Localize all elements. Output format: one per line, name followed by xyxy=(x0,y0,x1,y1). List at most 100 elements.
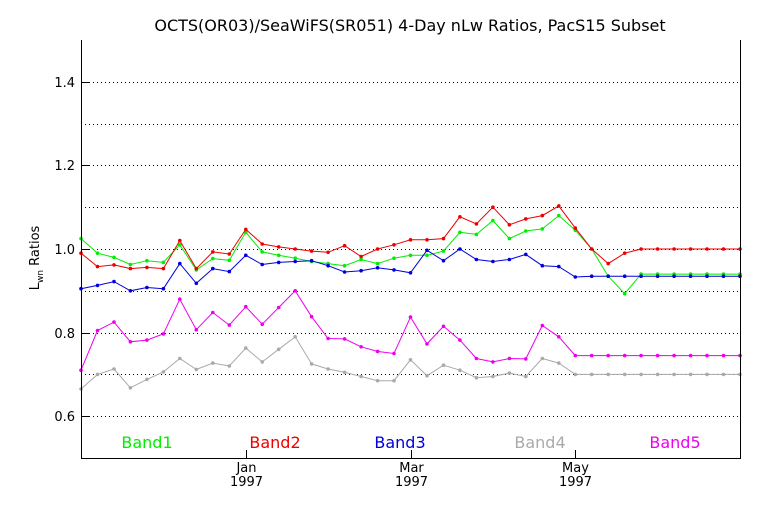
data-point-band2 xyxy=(573,226,578,230)
data-point-band5 xyxy=(276,305,281,310)
x-tick-label: May xyxy=(562,461,589,476)
data-point-band3 xyxy=(293,259,298,264)
data-point-band2 xyxy=(244,227,248,232)
x-tick-label: Jan xyxy=(235,461,256,476)
data-point-band5 xyxy=(112,320,116,324)
data-point-band1 xyxy=(145,258,149,263)
data-point-band5 xyxy=(161,332,166,336)
data-point-band4 xyxy=(573,372,578,377)
data-point-band1 xyxy=(161,260,166,265)
data-point-band5 xyxy=(227,323,232,327)
data-point-band5 xyxy=(392,351,396,356)
data-point-band4 xyxy=(260,360,265,364)
data-point-band1 xyxy=(491,218,495,223)
data-point-band2 xyxy=(326,250,330,255)
data-point-band2 xyxy=(293,247,298,251)
data-point-band2 xyxy=(688,247,693,251)
data-point-band2 xyxy=(260,242,265,246)
data-point-band1 xyxy=(359,257,363,262)
data-point-band5 xyxy=(309,314,314,319)
data-point-band2 xyxy=(178,238,182,243)
data-point-band2 xyxy=(524,217,528,221)
data-point-band2 xyxy=(309,249,314,253)
data-point-band3 xyxy=(408,271,413,275)
data-point-band4 xyxy=(639,372,643,377)
data-point-band4 xyxy=(161,370,166,374)
data-point-band2 xyxy=(622,251,627,255)
data-point-band4 xyxy=(194,367,199,372)
data-point-band4 xyxy=(491,374,495,379)
y-tick-label: 1.2 xyxy=(54,159,75,174)
data-point-band4 xyxy=(309,362,314,366)
y-axis-label-sub: wn xyxy=(36,270,46,283)
data-point-band4 xyxy=(425,373,429,378)
data-point-band5 xyxy=(145,338,149,342)
data-point-band2 xyxy=(145,265,149,270)
data-point-band2 xyxy=(194,266,199,271)
series-line-band4 xyxy=(80,336,740,390)
legend-entry-band4: Band4 xyxy=(514,433,565,452)
data-point-band5 xyxy=(95,328,100,333)
data-point-band4 xyxy=(95,372,100,377)
data-point-band2 xyxy=(474,222,479,226)
data-point-band3 xyxy=(194,281,199,286)
data-point-band3 xyxy=(573,275,578,279)
data-point-band5 xyxy=(639,353,643,358)
data-point-band4 xyxy=(326,367,330,371)
data-point-band3 xyxy=(95,283,100,288)
y-axis-label: Lwn Ratios xyxy=(28,225,46,290)
data-point-band1 xyxy=(474,232,479,237)
data-point-band1 xyxy=(227,258,232,263)
data-point-band3 xyxy=(672,274,676,279)
data-point-band3 xyxy=(227,269,232,274)
data-point-band3 xyxy=(639,274,643,279)
data-point-band4 xyxy=(375,378,380,383)
data-point-band2 xyxy=(705,247,709,251)
data-point-band5 xyxy=(342,337,347,341)
data-point-band1 xyxy=(260,250,265,254)
data-point-band1 xyxy=(507,236,512,241)
data-point-band4 xyxy=(606,372,610,377)
data-point-band5 xyxy=(573,353,578,358)
data-point-band2 xyxy=(342,243,347,248)
data-point-band5 xyxy=(128,340,133,344)
x-tick-year-label: 1997 xyxy=(230,475,263,490)
series-layer xyxy=(79,204,742,391)
data-point-band5 xyxy=(375,349,380,354)
data-point-band4 xyxy=(474,375,479,380)
data-point-band2 xyxy=(375,247,380,251)
data-point-band4 xyxy=(655,372,660,377)
data-point-band2 xyxy=(606,261,610,266)
data-point-band2 xyxy=(655,247,660,251)
data-point-band3 xyxy=(309,258,314,263)
data-point-band4 xyxy=(622,372,627,377)
data-point-band3 xyxy=(655,274,660,279)
data-point-band1 xyxy=(408,253,413,258)
data-point-band2 xyxy=(507,223,512,227)
data-point-band2 xyxy=(721,247,726,251)
data-point-band5 xyxy=(507,356,512,361)
data-point-band4 xyxy=(507,371,512,375)
data-point-band2 xyxy=(425,238,429,242)
data-point-band1 xyxy=(178,243,182,247)
data-point-band3 xyxy=(375,266,380,270)
data-point-band2 xyxy=(441,236,446,241)
data-point-band5 xyxy=(589,353,594,358)
data-point-band1 xyxy=(458,230,462,235)
data-point-band5 xyxy=(655,353,660,358)
data-point-band3 xyxy=(491,259,495,264)
data-point-band5 xyxy=(441,324,446,329)
data-point-band1 xyxy=(392,256,396,261)
data-point-band4 xyxy=(342,370,347,375)
legend-entry-band2: Band2 xyxy=(249,433,300,452)
data-point-band2 xyxy=(161,266,166,271)
data-point-band5 xyxy=(260,322,265,327)
data-point-band5 xyxy=(557,335,561,339)
legend-entry-band5: Band5 xyxy=(649,433,700,452)
data-point-band1 xyxy=(342,263,347,268)
data-point-band5 xyxy=(244,304,248,309)
data-point-band3 xyxy=(589,274,594,279)
data-point-band3 xyxy=(705,274,709,279)
